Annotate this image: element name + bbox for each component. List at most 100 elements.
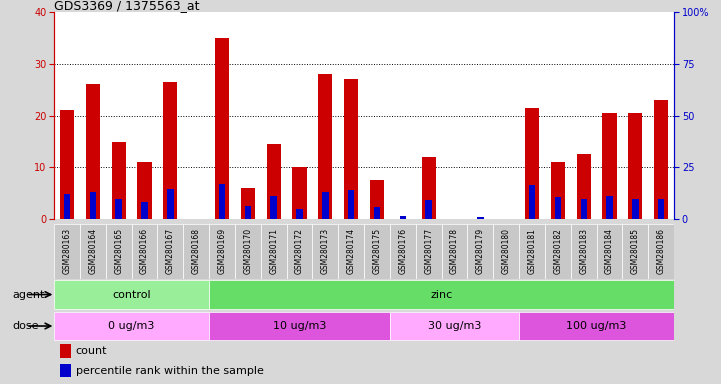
Text: GSM280185: GSM280185	[631, 228, 640, 275]
Bar	[322, 192, 329, 219]
Bar	[622, 224, 648, 279]
Text: 30 ug/m3: 30 ug/m3	[428, 321, 481, 331]
Text: GSM280166: GSM280166	[140, 228, 149, 275]
Bar	[632, 199, 639, 219]
Bar	[551, 162, 565, 219]
Bar	[348, 190, 355, 219]
Bar	[61, 364, 71, 377]
Text: 10 ug/m3: 10 ug/m3	[273, 321, 326, 331]
Text: count: count	[76, 346, 107, 356]
Text: percentile rank within the sample: percentile rank within the sample	[76, 366, 264, 376]
Text: 100 ug/m3: 100 ug/m3	[567, 321, 627, 331]
Bar	[63, 194, 70, 219]
Text: GSM280175: GSM280175	[373, 228, 381, 275]
Text: GSM280173: GSM280173	[321, 228, 329, 275]
Text: GSM280171: GSM280171	[269, 228, 278, 275]
Text: GSM280184: GSM280184	[605, 228, 614, 275]
Bar	[167, 189, 174, 219]
Bar	[163, 82, 177, 219]
Bar	[54, 312, 209, 340]
Bar	[519, 224, 545, 279]
Text: GDS3369 / 1375563_at: GDS3369 / 1375563_at	[54, 0, 200, 12]
Bar	[373, 207, 380, 219]
Bar	[344, 79, 358, 219]
Text: GSM280179: GSM280179	[476, 228, 485, 275]
Bar	[441, 224, 467, 279]
Bar	[493, 224, 519, 279]
Text: GSM280167: GSM280167	[166, 228, 174, 275]
Bar	[89, 192, 96, 219]
Text: GSM280181: GSM280181	[528, 228, 536, 274]
Text: 0 ug/m3: 0 ug/m3	[108, 321, 155, 331]
Bar	[571, 224, 596, 279]
Bar	[370, 180, 384, 219]
Text: control: control	[112, 290, 151, 300]
Bar	[338, 224, 364, 279]
Text: GSM280174: GSM280174	[347, 228, 355, 275]
Bar	[293, 167, 306, 219]
Text: GSM280172: GSM280172	[295, 228, 304, 275]
Bar	[267, 144, 280, 219]
Bar	[215, 38, 229, 219]
Bar	[606, 197, 613, 219]
Bar	[209, 312, 390, 340]
Bar	[61, 344, 71, 358]
Text: GSM280170: GSM280170	[244, 228, 252, 275]
Bar	[554, 197, 561, 219]
Bar	[525, 108, 539, 219]
Text: GSM280169: GSM280169	[218, 228, 226, 275]
Bar	[60, 111, 74, 219]
Bar	[580, 199, 587, 219]
Bar	[577, 154, 590, 219]
Bar	[364, 224, 390, 279]
Text: zinc: zinc	[430, 290, 453, 300]
Bar	[131, 224, 157, 279]
Bar	[218, 184, 225, 219]
Bar	[80, 224, 106, 279]
Bar	[390, 312, 519, 340]
Bar	[209, 224, 235, 279]
Text: GSM280182: GSM280182	[554, 228, 562, 274]
Bar	[654, 100, 668, 219]
Text: GSM280178: GSM280178	[450, 228, 459, 275]
Bar	[115, 199, 122, 219]
Bar	[286, 224, 312, 279]
Bar	[648, 224, 674, 279]
Bar	[390, 224, 416, 279]
Bar	[209, 280, 674, 309]
Text: GSM280168: GSM280168	[192, 228, 200, 275]
Bar	[467, 224, 493, 279]
Text: GSM280183: GSM280183	[579, 228, 588, 275]
Bar	[603, 113, 616, 219]
Bar	[658, 199, 665, 219]
Bar	[241, 188, 255, 219]
Bar	[112, 141, 125, 219]
Bar	[596, 224, 622, 279]
Text: agent: agent	[12, 290, 44, 300]
Text: dose: dose	[12, 321, 38, 331]
Bar	[399, 216, 406, 219]
Bar	[545, 224, 571, 279]
Bar	[86, 84, 100, 219]
Bar	[141, 202, 148, 219]
Bar	[628, 113, 642, 219]
Bar	[312, 224, 338, 279]
Bar	[106, 224, 131, 279]
Text: GSM280180: GSM280180	[502, 228, 510, 275]
Bar	[244, 206, 251, 219]
Bar	[425, 200, 432, 219]
Bar	[416, 224, 441, 279]
Bar	[183, 224, 209, 279]
Bar	[235, 224, 261, 279]
Bar	[157, 224, 183, 279]
Bar	[318, 74, 332, 219]
Bar	[270, 197, 277, 219]
Bar	[528, 185, 535, 219]
Bar	[296, 209, 303, 219]
Bar	[422, 157, 435, 219]
Text: GSM280186: GSM280186	[657, 228, 665, 275]
Bar	[54, 280, 209, 309]
Text: GSM280177: GSM280177	[424, 228, 433, 275]
Bar	[261, 224, 286, 279]
Bar	[519, 312, 674, 340]
